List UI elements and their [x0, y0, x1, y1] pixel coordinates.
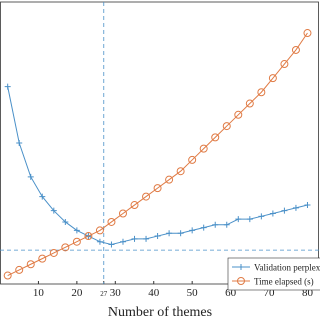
data-point — [39, 193, 46, 200]
data-point — [211, 133, 220, 142]
data-point — [73, 227, 80, 234]
series — [3, 29, 312, 280]
data-point — [304, 202, 311, 209]
data-point — [38, 254, 47, 263]
series-line — [7, 32, 308, 276]
x-tick-label: 27 — [100, 290, 108, 298]
legend-marker — [237, 277, 245, 285]
series-line — [7, 86, 308, 246]
data-point — [303, 29, 312, 38]
data-point — [4, 83, 11, 90]
data-point — [50, 207, 57, 214]
data-point — [15, 265, 24, 274]
legend-box — [227, 257, 320, 291]
data-point — [154, 233, 161, 240]
x-tick-label: 40 — [148, 287, 160, 299]
data-point — [118, 209, 127, 218]
x-axis-label: Number of themes — [108, 305, 212, 320]
data-point — [246, 216, 253, 223]
data-point — [177, 230, 184, 237]
data-point — [3, 271, 12, 280]
data-point — [223, 221, 230, 228]
data-point — [142, 192, 151, 201]
data-point — [130, 201, 139, 210]
x-tick-label: 10 — [33, 287, 45, 299]
data-point — [96, 238, 103, 245]
data-point — [291, 45, 300, 54]
data-point — [153, 184, 162, 193]
data-point — [143, 235, 150, 242]
data-point — [26, 260, 35, 269]
x-tick-label: 80 — [302, 287, 314, 299]
data-point — [49, 248, 58, 257]
data-point — [234, 110, 243, 119]
data-point — [95, 226, 104, 235]
data-point — [268, 74, 277, 83]
plot-frame — [0, 1, 319, 285]
data-point — [62, 218, 69, 225]
data-point — [222, 122, 231, 131]
data-point — [131, 235, 138, 242]
data-point — [72, 237, 81, 246]
data-point — [119, 238, 126, 245]
x-tick-label: 20 — [71, 287, 83, 299]
data-point — [258, 213, 265, 220]
data-point — [84, 232, 93, 241]
x-tick-label: 50 — [187, 287, 199, 299]
legend: Validation perplexity Time elapsed (s) — [227, 257, 320, 291]
x-tick-label: 60 — [225, 287, 237, 299]
data-point — [269, 210, 276, 217]
data-point — [188, 155, 197, 164]
data-point — [212, 221, 219, 228]
data-point — [27, 173, 34, 180]
legend-marker — [238, 264, 244, 270]
data-point — [108, 241, 115, 248]
data-point — [165, 175, 174, 184]
data-point — [200, 224, 207, 231]
data-point — [16, 140, 23, 146]
data-point — [189, 227, 196, 234]
data-point — [281, 207, 288, 214]
data-point — [176, 167, 185, 176]
data-point — [166, 230, 173, 237]
legend-label: Validation perplexity — [254, 263, 320, 273]
data-point — [107, 217, 116, 226]
legend-label: Time elapsed (s) — [254, 277, 314, 287]
data-point — [61, 243, 70, 252]
data-point — [235, 216, 242, 223]
data-point — [280, 60, 289, 69]
x-tick-label: 70 — [264, 287, 276, 299]
x-tick-label: 30 — [110, 287, 122, 299]
data-point — [199, 144, 208, 153]
series — [4, 83, 311, 248]
data-point — [292, 204, 299, 211]
data-point — [257, 88, 266, 97]
data-point — [245, 99, 254, 108]
